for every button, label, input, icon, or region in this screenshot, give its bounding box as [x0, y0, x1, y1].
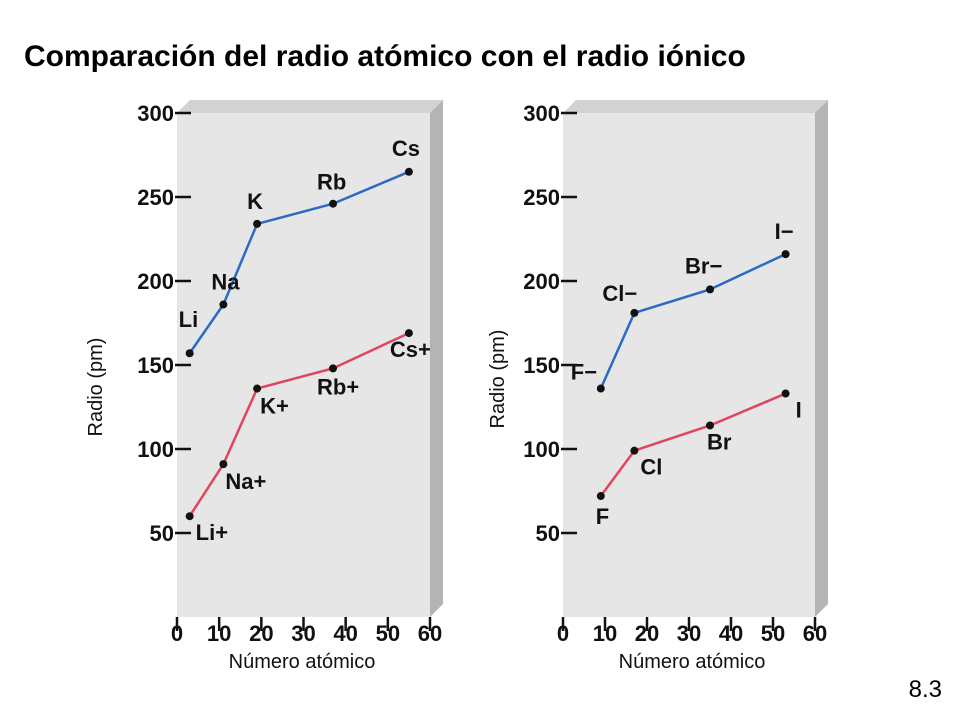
data-label: Cl — [640, 455, 662, 480]
data-label: Cl− — [602, 281, 637, 306]
data-label: Cs+ — [390, 337, 431, 362]
y-tick-label: 250 — [137, 185, 174, 210]
y-axis-label: Radio (pm) — [487, 330, 509, 429]
data-label: F− — [571, 360, 597, 385]
data-label: F — [596, 504, 609, 529]
data-point — [253, 384, 262, 393]
data-point — [329, 364, 338, 373]
data-point — [219, 300, 228, 309]
y-tick-label: 100 — [523, 437, 560, 462]
x-tick-label: 50 — [376, 621, 400, 646]
slide-number: 8.3 — [908, 676, 942, 703]
data-point — [781, 389, 790, 398]
data-point — [185, 512, 194, 521]
data-label: I− — [775, 219, 794, 244]
y-tick-label: 100 — [137, 437, 174, 462]
x-tick-label: 10 — [593, 621, 617, 646]
y-tick-label: 300 — [137, 101, 174, 126]
data-label: Rb+ — [317, 374, 359, 399]
series-line-1 — [599, 252, 787, 390]
chart-panel-1: 50 100 150 200 250 300 0 10 20 30 40 50 60 Número ató… — [85, 100, 443, 673]
plot-area — [177, 113, 430, 617]
x-tick-label: 10 — [207, 621, 231, 646]
data-label: K+ — [260, 394, 289, 419]
data-label: Rb — [317, 170, 346, 195]
x-tick-label: 0 — [557, 621, 569, 646]
x-tick-label: 20 — [249, 621, 273, 646]
x-axis-label: Número atómico — [229, 651, 376, 673]
y-tick-label: 200 — [523, 269, 560, 294]
data-point — [253, 219, 262, 228]
x-tick-label: 60 — [803, 621, 827, 646]
data-point — [706, 285, 714, 294]
series-line-2 — [599, 392, 787, 497]
data-point — [630, 308, 639, 317]
data-point — [596, 492, 605, 501]
x-tick-label: 30 — [291, 621, 315, 646]
panel-top-face — [563, 100, 828, 113]
x-axis-label: Número atómico — [619, 651, 766, 673]
data-point — [404, 167, 413, 176]
data-label: Br− — [685, 253, 722, 278]
x-tick-label: 20 — [635, 621, 659, 646]
panel-top-face — [177, 100, 443, 113]
data-point — [404, 329, 413, 338]
y-tick-label: 200 — [137, 269, 174, 294]
data-label: K — [247, 189, 263, 214]
x-tick-label: 40 — [333, 621, 357, 646]
data-point — [185, 349, 194, 358]
data-label: Na — [211, 270, 240, 295]
data-point — [781, 250, 790, 259]
page-title: Comparación del radio atómico con el rad… — [24, 40, 746, 73]
data-point — [219, 460, 228, 469]
x-tick-label: 30 — [677, 621, 701, 646]
panel-side-face — [430, 100, 443, 617]
data-point — [706, 421, 714, 430]
x-tick-label: 50 — [761, 621, 785, 646]
y-tick-label: 250 — [523, 185, 560, 210]
data-point — [630, 446, 639, 455]
plot-area — [563, 113, 815, 617]
data-point — [596, 384, 605, 393]
y-tick-label: 50 — [536, 521, 560, 546]
data-label: I — [796, 398, 802, 423]
x-tick-label: 40 — [719, 621, 743, 646]
x-tick-label: 60 — [418, 621, 442, 646]
data-label: Li+ — [196, 520, 228, 545]
x-tick-label: 0 — [171, 621, 183, 646]
data-label: Li — [179, 307, 199, 332]
y-axis-label: Radio (pm) — [85, 338, 107, 437]
y-tick-label: 50 — [150, 521, 174, 546]
y-tick-label: 300 — [523, 101, 560, 126]
y-tick-label: 150 — [137, 353, 174, 378]
data-label: Br — [707, 429, 732, 454]
data-point — [329, 199, 338, 208]
chart-panel-2: 50 100 150 200 250 300 0 10 20 30 40 50 60 Número ató… — [487, 100, 828, 673]
data-label: Cs — [392, 136, 420, 161]
y-tick-label: 150 — [523, 353, 560, 378]
panel-side-face — [815, 100, 828, 617]
data-label: Na+ — [225, 469, 266, 494]
